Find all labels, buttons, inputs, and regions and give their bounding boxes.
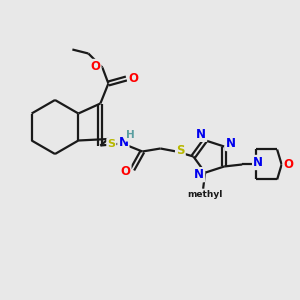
Text: S: S [176,144,184,157]
Text: O: O [90,60,100,73]
Text: O: O [128,72,138,85]
Text: H: H [126,130,135,140]
Text: N: N [226,137,236,150]
Text: O: O [284,158,294,171]
Text: S: S [107,139,116,149]
Text: N: N [196,128,206,141]
Text: methyl: methyl [188,190,223,199]
Text: N: N [253,156,263,169]
Text: N: N [194,168,204,181]
Text: N: N [118,136,128,149]
Text: O: O [120,165,130,178]
